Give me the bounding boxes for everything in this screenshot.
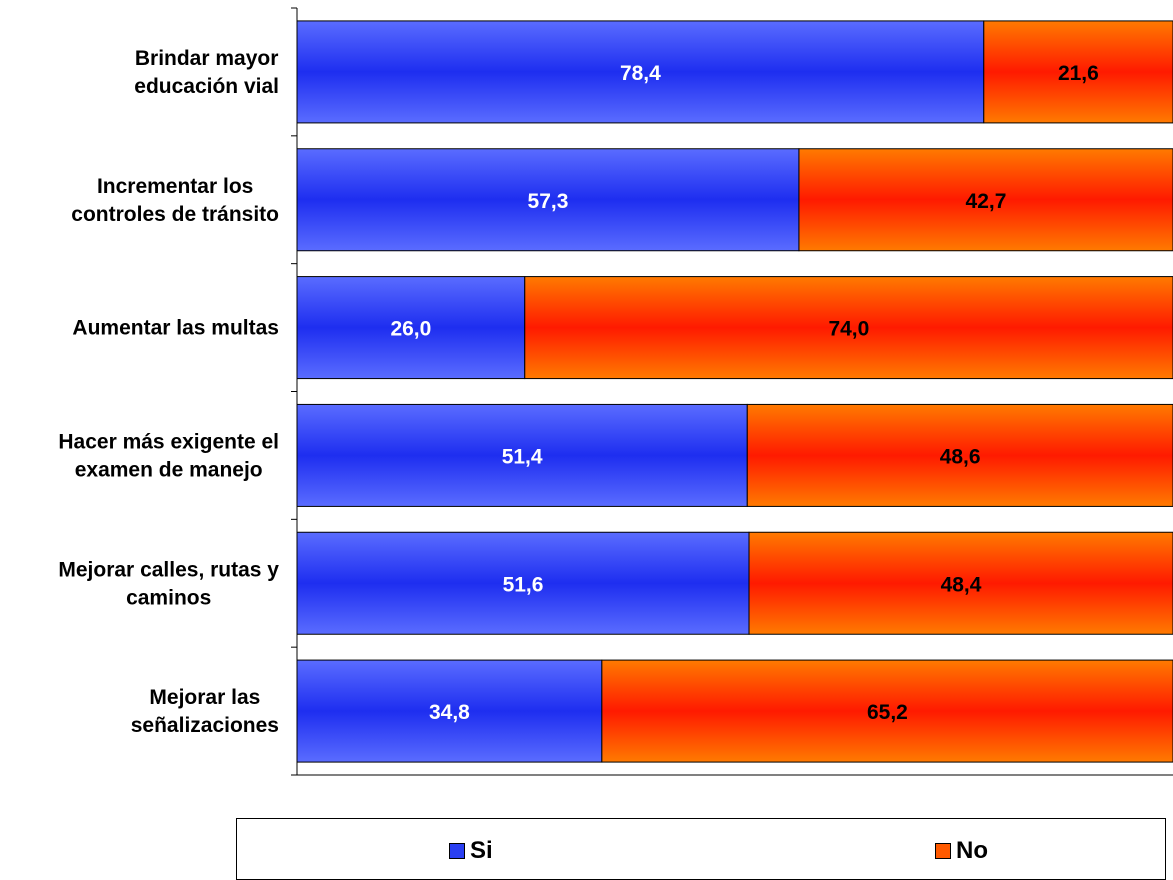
- legend-label-no: No: [956, 837, 988, 864]
- legend-swatch-si: [449, 843, 465, 859]
- bar-no-1: [983, 20, 1173, 124]
- data-label-si-6: 34,8: [429, 701, 470, 724]
- data-label-si-4: 51,4: [502, 445, 543, 468]
- data-label-si-3: 26,0: [390, 318, 431, 341]
- category-label-line: Incrementar los: [97, 175, 253, 198]
- category-label-2: Incrementar los controles de tránsito: [71, 175, 279, 226]
- category-label-line: caminos: [126, 586, 211, 609]
- data-label-no-6: 65,2: [867, 701, 908, 724]
- category-label-3: Aumentar las multas: [72, 317, 279, 340]
- legend-label-si: Si: [470, 837, 493, 864]
- data-label-si-1: 78,4: [620, 62, 661, 85]
- category-label-line: examen de manejo: [75, 458, 263, 481]
- data-label-no-3: 74,0: [828, 318, 869, 341]
- category-label-5: Mejorar calles, rutas y caminos: [58, 558, 279, 609]
- category-label-line: Mejorar calles, rutas y: [58, 558, 279, 581]
- chart-axis: [291, 7, 1173, 776]
- data-label-no-5: 48,4: [941, 573, 982, 596]
- legend-item-si: Si: [449, 837, 493, 865]
- category-label-line: Aumentar las multas: [72, 317, 279, 340]
- data-label-no-4: 48,6: [940, 445, 981, 468]
- category-label-1: Brindar mayor educación vial: [134, 47, 279, 98]
- bar-no-5: [748, 531, 1173, 635]
- category-label-line: Hacer más exigente el: [58, 430, 279, 453]
- category-label-6: Mejorar las señalizaciones: [131, 686, 279, 737]
- data-label-si-5: 51,6: [503, 573, 544, 596]
- bar-si-2: [296, 148, 800, 252]
- chart-labels: 78,4 21,6 Brindar mayor educación vial 57,3 4…: [58, 47, 1098, 737]
- category-label-4: Hacer más exigente el examen de manejo: [58, 430, 279, 481]
- category-label-line: señalizaciones: [131, 714, 279, 737]
- chart-bars: [296, 20, 1173, 763]
- bar-si-6: [296, 659, 603, 763]
- bar-si-3: [296, 276, 526, 380]
- bar-no-3: [524, 276, 1173, 380]
- bar-no-4: [746, 403, 1173, 507]
- stacked-bar-chart: 78,4 21,6 Brindar mayor educación vial 57,3 4…: [58, 7, 1173, 776]
- data-label-no-1: 21,6: [1058, 62, 1099, 85]
- bar-si-4: [296, 403, 748, 507]
- bar-no-6: [601, 659, 1173, 763]
- bar-no-2: [798, 148, 1173, 252]
- category-label-line: educación vial: [134, 75, 279, 98]
- data-label-no-2: 42,7: [966, 190, 1007, 213]
- legend-item-no: No: [935, 837, 988, 865]
- data-label-si-2: 57,3: [528, 190, 569, 213]
- category-label-line: controles de tránsito: [71, 203, 279, 226]
- legend-swatch-no: [935, 843, 951, 859]
- bar-si-5: [296, 531, 750, 635]
- category-label-line: Mejorar las: [149, 686, 260, 709]
- category-label-line: Brindar mayor: [135, 47, 279, 70]
- chart-legend: Si No: [236, 818, 1166, 880]
